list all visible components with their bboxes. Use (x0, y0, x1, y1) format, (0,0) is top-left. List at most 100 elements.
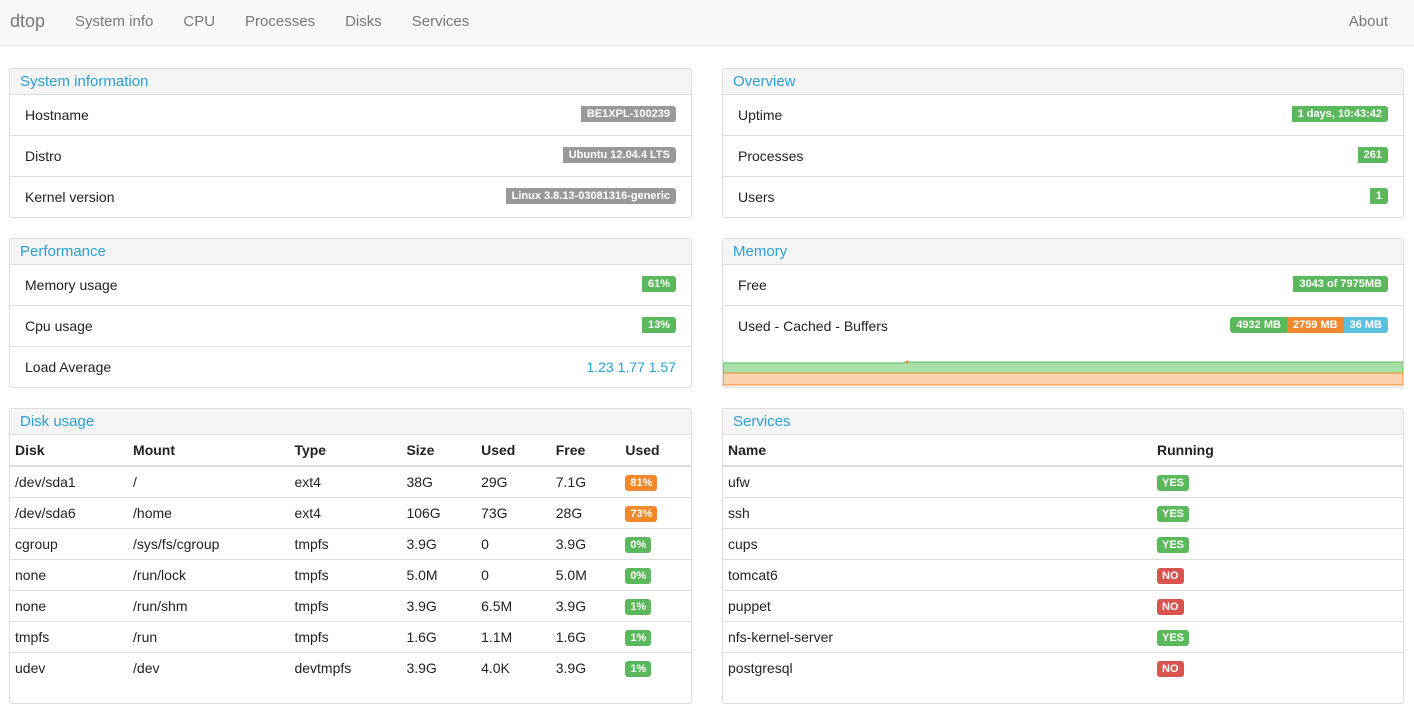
table-cell: /run/lock (128, 559, 290, 591)
table-cell: /home (128, 497, 290, 529)
table-row: tomcat6 NO (723, 559, 1403, 591)
nav-link[interactable]: Processes (245, 13, 316, 30)
header-row: Disk Mount Type Size Used Free Used (10, 435, 691, 467)
info-row: Users 1 (723, 177, 1403, 217)
badge-group: 13% (641, 317, 676, 333)
table-cell: YES (1152, 497, 1403, 529)
badge: YES (1157, 537, 1190, 553)
table-row: none/run/lock tmpfs 5.0M 0 5.0M 0% (10, 559, 691, 591)
badge: 3043 of 7975MB (1293, 276, 1388, 292)
table-cell: 4.0K (476, 652, 551, 683)
table-cell: 0% (620, 559, 691, 591)
table-row: nfs-kernel-server YES (723, 621, 1403, 653)
badge: 36 MB (1343, 317, 1388, 333)
badge-group: 1 (1369, 188, 1388, 204)
services-panel: Services Name Running ufw YES ssh YES cups YES to… (722, 408, 1404, 704)
table-cell: /sys/fs/cgroup (128, 528, 290, 560)
table-cell: 106G (401, 497, 477, 529)
table-cell: 0 (476, 528, 551, 560)
column-header: Mount (128, 435, 290, 467)
table-cell: /dev (128, 652, 290, 683)
table-cell: 29G (481, 474, 508, 490)
badge-group: 261 (1357, 147, 1388, 163)
nav-link[interactable]: CPU (183, 13, 216, 30)
row-label: Free (738, 277, 767, 293)
table-cell: cups (723, 528, 1152, 560)
table-cell: tmpfs (289, 559, 402, 591)
table-cell: 1% (620, 621, 691, 653)
nav-link[interactable]: Disks (345, 13, 382, 30)
table-cell: 1.1M (476, 621, 551, 653)
column-header: Type (289, 435, 402, 467)
table-cell: /dev/sda1 (15, 474, 76, 490)
row-label: Used - Cached - Buffers (738, 318, 888, 334)
table-cell: tomcat6 (723, 559, 1152, 591)
table-cell: 0% (620, 528, 691, 560)
table-cell: 1% (620, 652, 691, 683)
row-label: Load Average (25, 359, 112, 375)
table-cell: 3.9G (401, 652, 477, 683)
info-row: Free 3043 of 7975MB (723, 265, 1403, 306)
brand[interactable]: dtop (10, 11, 46, 31)
table-cell: 73% (620, 497, 691, 529)
navbar: dtop System info CPU Processes Disks Service… (0, 0, 1414, 46)
row-label: Kernel version (25, 189, 115, 205)
table-cell: puppet (723, 590, 1152, 622)
badge: 1 (1369, 188, 1388, 204)
table-cell: 3.9G (401, 528, 477, 560)
table-cell: 1% (620, 590, 691, 622)
info-row: Hostname BE1XPL-100239 (10, 95, 691, 136)
panel-body: Free 3043 of 7975MB Used - Cached - Buffer… (723, 265, 1403, 347)
badge: 1 days, 10:43:42 (1291, 106, 1388, 122)
badge: 81% (625, 475, 658, 491)
table-row: none/run/shm tmpfs 3.9G 6.5M 3.9G 1% (10, 590, 691, 622)
badge-group: Ubuntu 12.04.4 LTS (562, 147, 676, 163)
nav-about[interactable]: About (1348, 13, 1388, 30)
column-header: Used (620, 435, 691, 467)
panel-title: Services (723, 409, 1403, 435)
badge: YES (1157, 506, 1190, 522)
table-row: cgroup/sys/fs/cgroup tmpfs 3.9G 0 3.9G 0% (10, 528, 691, 560)
table-cell: YES (1152, 621, 1403, 653)
badge: 61% (641, 276, 676, 292)
row-label: Memory usage (25, 277, 118, 293)
info-row: Processes 261 (723, 136, 1403, 177)
badge-group: Linux 3.8.13-03081316-generic (505, 188, 676, 204)
table-cell: 38G (406, 474, 433, 490)
badge: Linux 3.8.13-03081316-generic (505, 188, 676, 204)
badge-group: 1 days, 10:43:42 (1291, 106, 1388, 122)
table-row: ufw YES (723, 466, 1403, 498)
badge: YES (1157, 630, 1190, 646)
badge: 261 (1357, 147, 1388, 163)
table-cell: NO (1152, 559, 1403, 591)
panel-title: System information (10, 69, 691, 95)
table-cell: 1.6G (401, 621, 477, 653)
badge: NO (1157, 599, 1184, 615)
table-cell: /run/shm (128, 590, 290, 622)
table-cell: none (10, 590, 129, 622)
performance-panel: Performance Memory usage 61% Cpu usage 13% Lo… (9, 238, 692, 388)
nav-link[interactable]: Services (411, 13, 470, 30)
badge: Ubuntu 12.04.4 LTS (562, 147, 676, 163)
table-cell: YES (1152, 466, 1403, 498)
panel-body: Uptime 1 days, 10:43:42 Processes 261 Users 1 (723, 95, 1403, 217)
table-cell: 3.9G (550, 590, 621, 622)
nav-link[interactable]: System info (75, 13, 154, 30)
info-row: Kernel version Linux 3.8.13-03081316-gene… (10, 177, 691, 217)
badge: 2759 MB (1286, 317, 1344, 333)
table-cell: NO (1152, 590, 1403, 622)
badge: 0% (625, 568, 652, 584)
table-cell: ext4 (294, 474, 321, 490)
table-row: puppet NO (723, 590, 1403, 622)
table-row: ssh YES (723, 497, 1403, 529)
table-cell: 28G (550, 497, 621, 529)
badge: NO (1157, 661, 1184, 677)
table-cell: tmpfs (289, 528, 402, 560)
table-cell: 3.9G (550, 652, 621, 683)
table-cell: ssh (723, 497, 1152, 529)
data-table: Name Running ufw YES ssh YES cups YES tomcat6 NO p… (723, 435, 1403, 683)
table-row: tmpfs/run tmpfs 1.6G 1.1M 1.6G 1% (10, 621, 691, 653)
panel-body: Hostname BE1XPL-100239 Distro Ubuntu 12.04.… (10, 95, 691, 217)
system-information-panel: System information Hostname BE1XPL-100239 D… (9, 68, 692, 218)
